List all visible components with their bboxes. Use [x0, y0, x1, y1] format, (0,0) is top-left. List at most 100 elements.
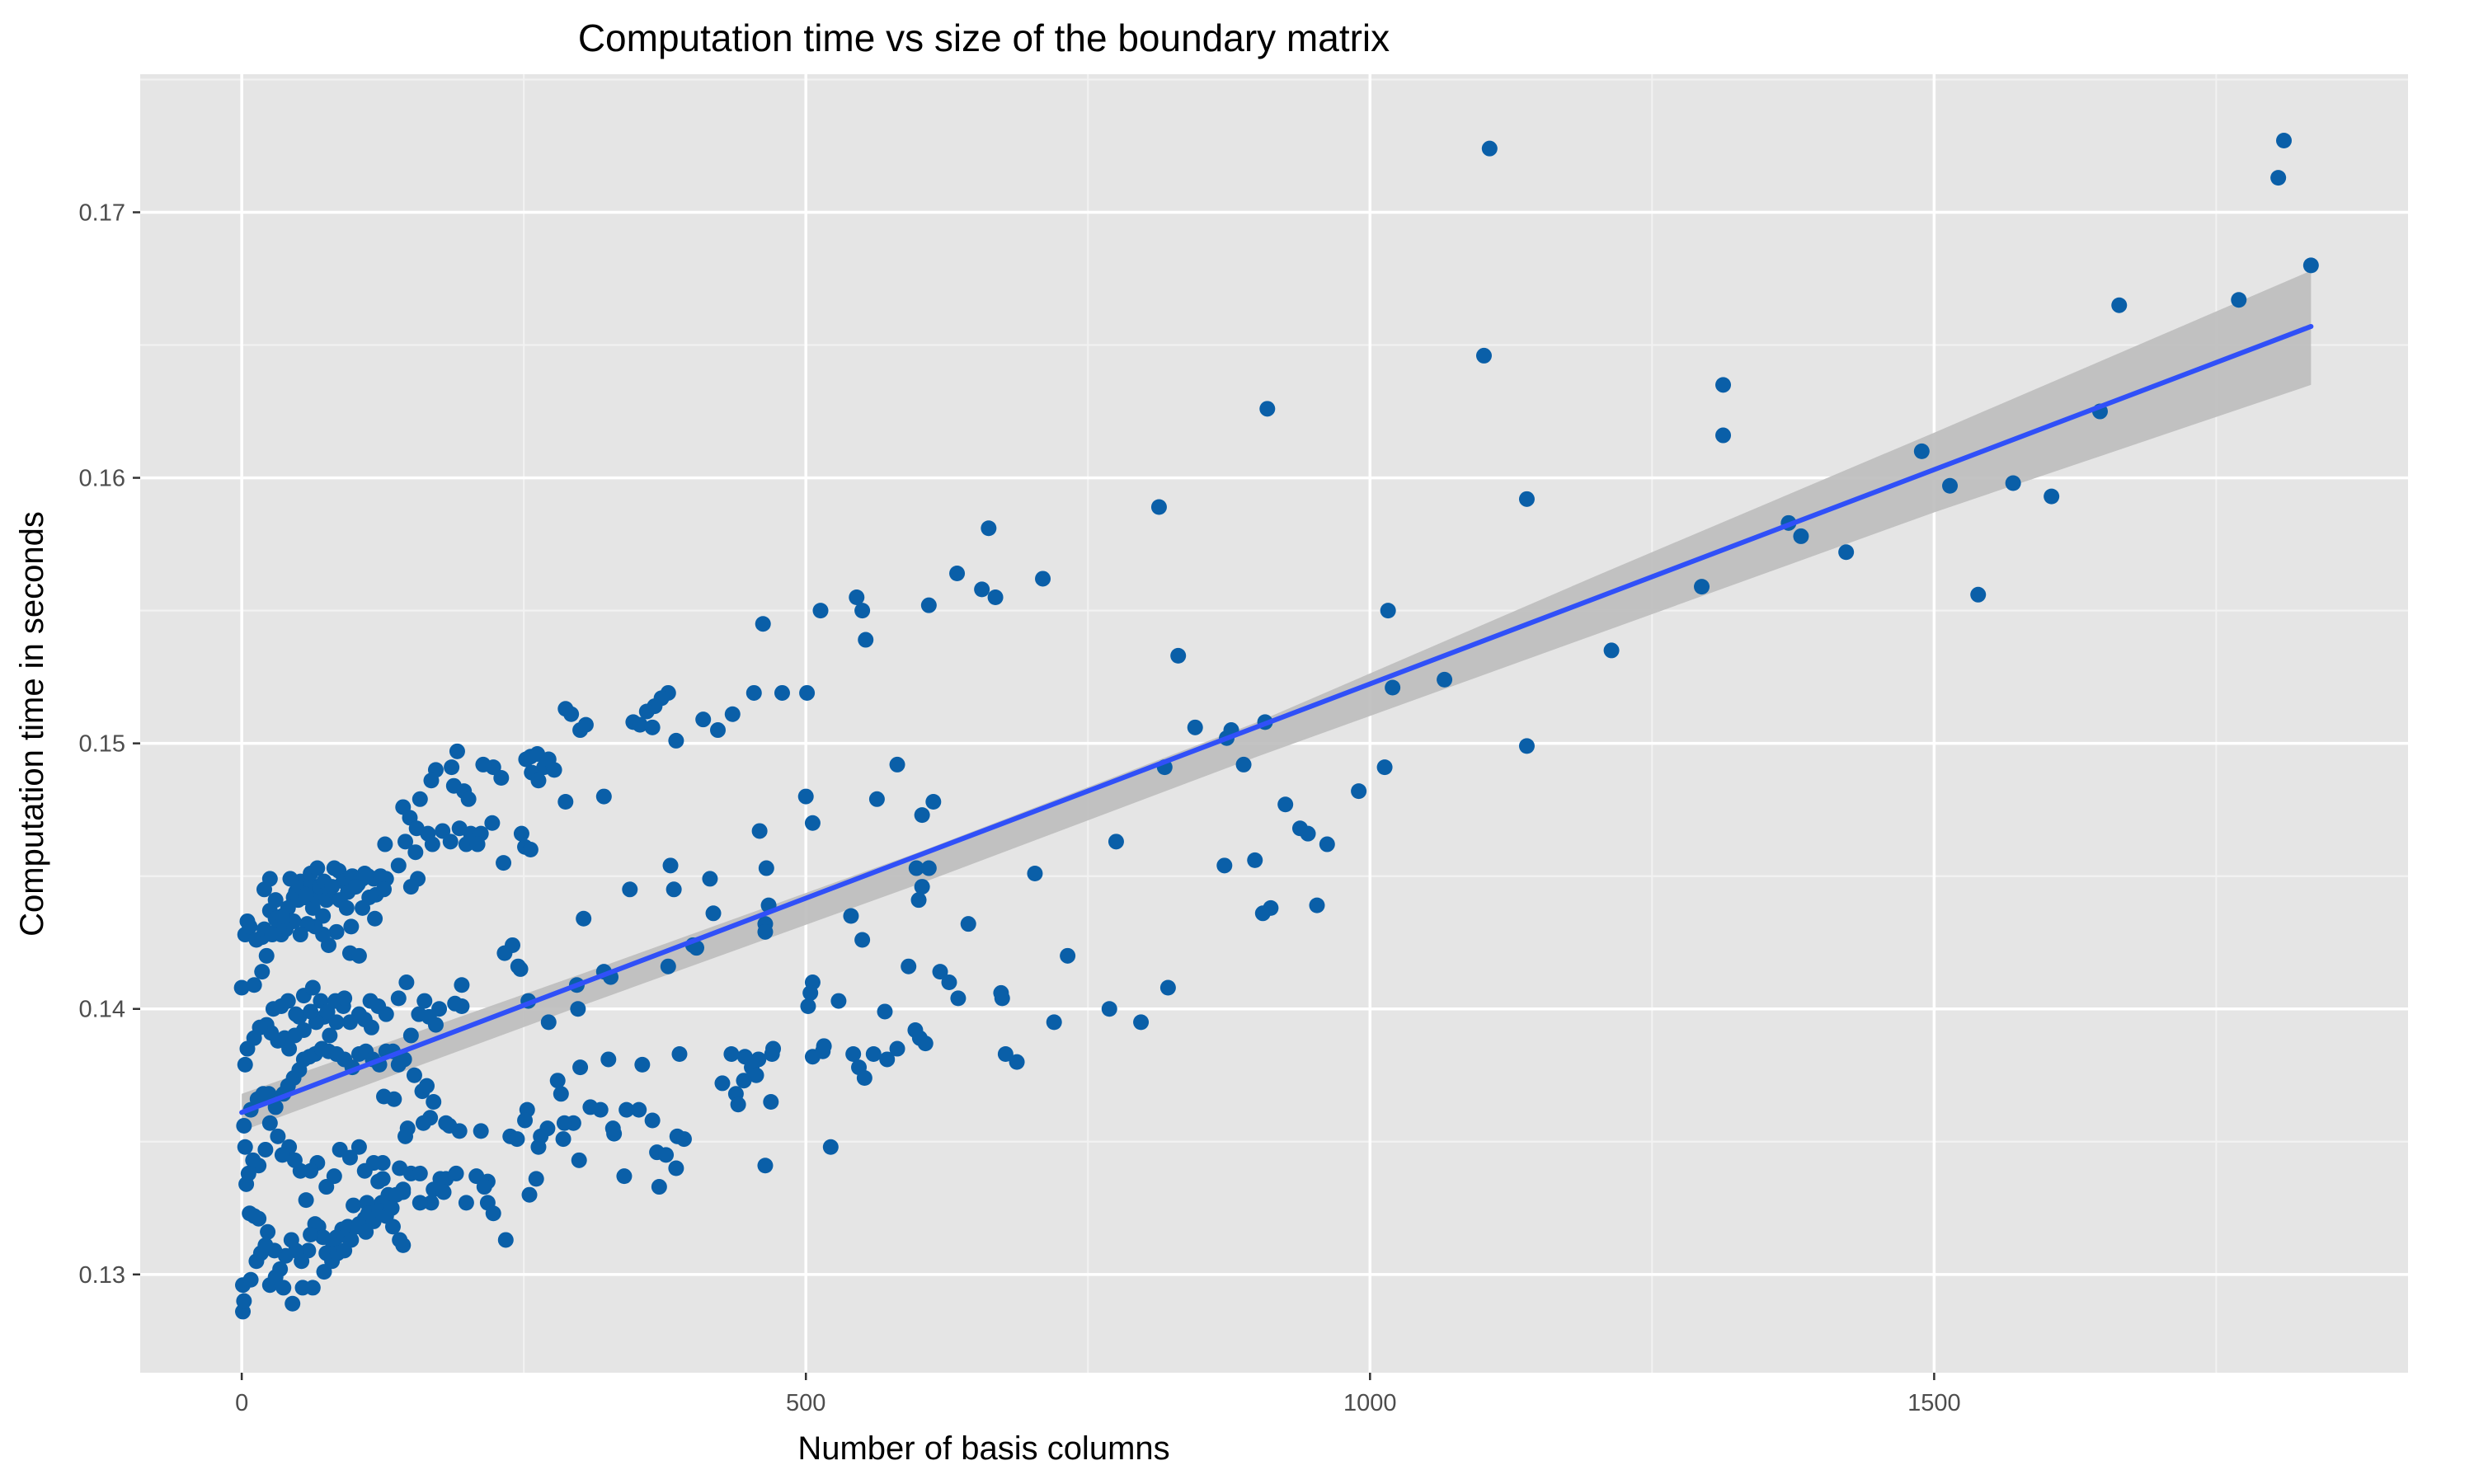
data-point [974, 581, 990, 598]
data-point [606, 1125, 623, 1142]
data-point [239, 913, 256, 929]
data-point [1259, 401, 1276, 417]
data-point [377, 836, 393, 852]
data-point [556, 1115, 572, 1131]
data-point [557, 794, 574, 810]
data-point [1838, 544, 1855, 561]
data-point [1970, 586, 1987, 603]
data-point [714, 1075, 731, 1092]
data-point [423, 1195, 440, 1211]
data-point [917, 1036, 934, 1052]
data-point [822, 1139, 839, 1155]
data-point [910, 892, 927, 909]
data-point [651, 1179, 667, 1195]
data-point [709, 722, 726, 739]
data-point [1351, 783, 1367, 800]
data-point [1035, 571, 1051, 587]
data-point [388, 1186, 405, 1203]
data-point [570, 1001, 586, 1017]
data-point [571, 1152, 587, 1168]
data-point [1247, 852, 1263, 868]
data-point [392, 1160, 408, 1176]
data-point [950, 990, 967, 1007]
x-tick-label: 500 [786, 1390, 825, 1416]
data-point [1046, 1014, 1062, 1031]
data-point [1150, 499, 1167, 515]
data-point [751, 823, 768, 839]
data-point [960, 916, 976, 932]
data-point [889, 1040, 905, 1057]
data-point [233, 979, 250, 996]
data-point [242, 1271, 259, 1288]
data-point [763, 1093, 779, 1110]
data-point [304, 1280, 321, 1296]
data-point [662, 857, 679, 874]
data-point [423, 773, 440, 789]
data-point [521, 1186, 538, 1203]
data-point [1518, 738, 1535, 754]
data-point [644, 1112, 661, 1129]
data-point [1277, 796, 1294, 813]
data-point [1715, 427, 1732, 444]
data-point [1385, 679, 1401, 696]
data-point [553, 1086, 569, 1102]
data-point [343, 1232, 360, 1248]
data-point [509, 1131, 525, 1148]
y-tick-label: 0.14 [79, 997, 125, 1023]
data-point [879, 1051, 896, 1068]
data-point [730, 1097, 746, 1113]
data-point [260, 1223, 276, 1240]
data-point [632, 716, 648, 733]
data-point [671, 1045, 688, 1062]
data-point [631, 1101, 647, 1118]
data-point [1170, 647, 1187, 664]
data-point [600, 1051, 617, 1068]
y-axis-label: Computation time in seconds [14, 511, 50, 937]
data-point [675, 1131, 692, 1148]
data-point [2005, 475, 2021, 491]
data-point [877, 1003, 893, 1020]
data-point [415, 1115, 431, 1131]
data-point [666, 881, 682, 898]
data-point [392, 1232, 408, 1248]
data-point [257, 1141, 274, 1158]
data-point [1475, 347, 1492, 364]
data-point [528, 1171, 544, 1187]
data-point [638, 703, 655, 720]
data-point [668, 1160, 684, 1176]
y-tick-label: 0.16 [79, 466, 125, 492]
data-point [572, 1059, 589, 1076]
data-point [797, 788, 814, 805]
data-point [757, 923, 774, 940]
data-point [254, 964, 270, 980]
data-point [949, 566, 966, 582]
data-point [765, 1040, 782, 1057]
data-point [367, 910, 383, 927]
data-point [932, 964, 948, 980]
data-point [2270, 170, 2287, 186]
data-point [1159, 979, 1176, 996]
data-point [476, 1179, 492, 1195]
data-point [1187, 719, 1203, 735]
data-point [644, 719, 661, 735]
data-point [350, 947, 367, 964]
data-point [448, 1165, 464, 1181]
data-point [444, 759, 460, 776]
data-point [402, 879, 419, 895]
data-point [496, 945, 513, 961]
data-point [274, 908, 290, 924]
data-point [845, 1045, 862, 1062]
data-point [454, 998, 470, 1015]
data-point [563, 706, 580, 722]
data-point [849, 589, 865, 606]
data-point [987, 589, 1004, 606]
data-point [748, 1067, 764, 1083]
data-point [347, 879, 364, 895]
data-point [341, 1014, 358, 1031]
data-point [376, 1088, 393, 1105]
data-point [390, 857, 407, 874]
regression-line [239, 323, 2314, 1115]
data-point [595, 788, 612, 805]
data-point [582, 1099, 599, 1115]
data-point [475, 756, 492, 773]
